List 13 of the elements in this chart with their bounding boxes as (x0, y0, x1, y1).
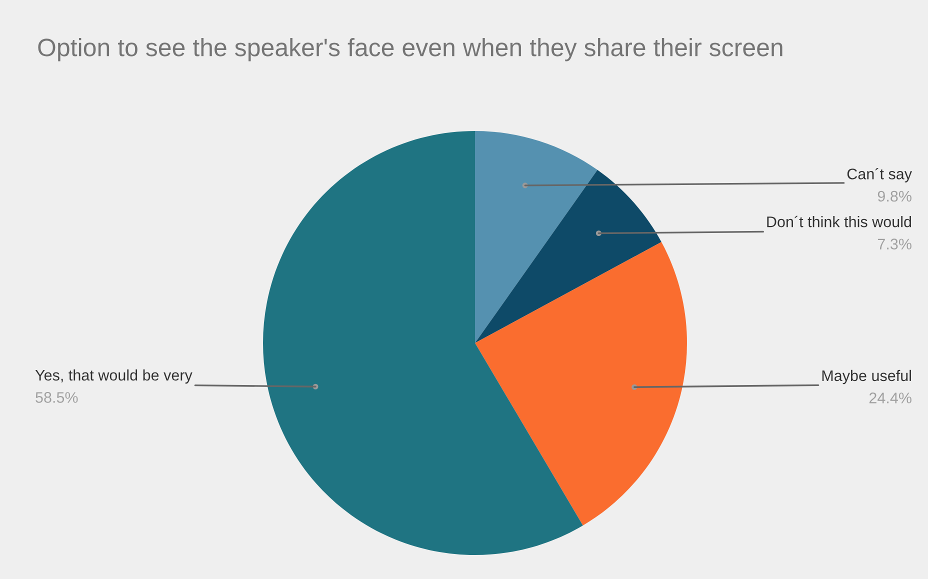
pie-slice (263, 131, 583, 555)
slice-label: Can´t say (847, 168, 912, 182)
pie-slice (475, 242, 687, 526)
data-label: 58.5% (36, 392, 78, 403)
pie-slice (475, 170, 662, 343)
data-label: 9.8% (878, 190, 912, 202)
chart-title: Option to see the speaker's face even when they share their screen (38, 38, 782, 62)
data-label: 24.4% (869, 392, 912, 404)
slice-label: Don´t think this would (767, 216, 912, 228)
slice-label: Maybe useful (822, 370, 911, 384)
pie-slice (475, 131, 598, 343)
slice-label: Yes, that would be very (35, 369, 192, 384)
data-label: 7.3% (878, 238, 912, 250)
